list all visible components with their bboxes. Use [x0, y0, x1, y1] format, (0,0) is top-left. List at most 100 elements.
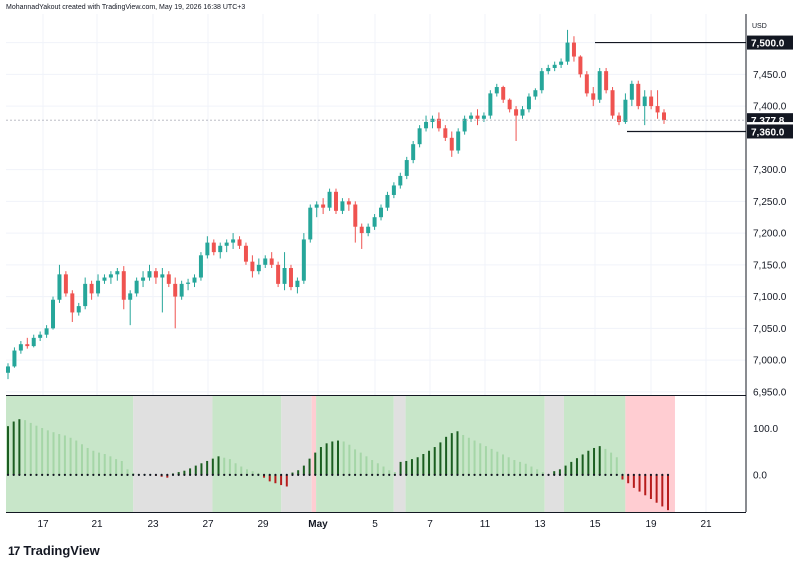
osc-zero-dot: [501, 473, 505, 476]
candle-body: [256, 264, 261, 272]
candle-body: [481, 115, 486, 119]
candle-body: [218, 245, 223, 253]
osc-zero-dot: [200, 473, 203, 476]
candle-body: [597, 71, 602, 100]
osc-zero-dot: [137, 473, 140, 476]
candle-body: [237, 239, 242, 246]
candle-body: [578, 56, 583, 75]
candle-body: [565, 42, 570, 62]
x-axis-labels: 17 21 23 27 29 May 5 7 11 13 15 19 21: [37, 519, 712, 530]
candle-body: [629, 83, 634, 100]
osc-zero-dot: [553, 473, 556, 476]
zone-gray: [133, 396, 213, 512]
price-tag-bg: [747, 124, 793, 139]
candle-body: [616, 115, 621, 122]
osc-zero-dot: [365, 473, 368, 476]
osc-zero-dot: [29, 473, 32, 476]
candle-body: [346, 201, 351, 205]
candle-body: [372, 217, 377, 227]
candle-body: [359, 226, 364, 234]
y-tick-label: 7,150.0: [753, 260, 787, 271]
candle-body: [173, 283, 178, 297]
osc-zero-dot: [166, 473, 169, 476]
candle-body: [295, 280, 300, 288]
osc-zero-dot: [35, 473, 38, 476]
candle-body: [166, 274, 171, 284]
candle-body: [205, 242, 210, 256]
chart-credit: MohannadYakout created with TradingView.…: [6, 4, 246, 11]
candle-body: [604, 71, 609, 91]
osc-zero-dot: [245, 473, 249, 476]
osc-zero-dot: [336, 473, 340, 476]
candle-body: [462, 118, 467, 132]
candle-body: [83, 283, 88, 307]
candle-body: [121, 271, 126, 300]
zone-gray: [393, 396, 406, 512]
osc-zero-dot: [570, 473, 573, 476]
osc-zero-dot: [587, 473, 590, 476]
candle-body: [636, 83, 641, 107]
candle-body: [18, 344, 23, 351]
candle-body: [533, 90, 538, 97]
osc-zero-dot: [604, 473, 607, 476]
osc-zero-dot: [416, 473, 419, 476]
x-tick-label: 11: [480, 519, 491, 530]
candle-body: [89, 283, 94, 294]
osc-zero-dot: [445, 473, 448, 476]
candle-body: [282, 268, 287, 284]
osc-zero-dot: [382, 473, 385, 476]
osc-zero-dot: [251, 473, 254, 476]
oscillator-axis-labels: 100.0 0.0: [753, 424, 778, 481]
x-tick-label: 5: [372, 519, 378, 530]
osc-zero-dot: [518, 473, 522, 476]
candle-body: [128, 293, 133, 300]
osc-zero-dot: [46, 473, 49, 476]
osc-zero-dot: [558, 473, 561, 476]
osc-zero-dot: [433, 473, 436, 476]
osc-zero-dot: [388, 473, 391, 476]
candle-body: [494, 87, 499, 94]
candle-body: [353, 204, 358, 227]
candle-body: [379, 207, 384, 218]
osc-zero-dot: [75, 473, 78, 476]
osc-zero-dot: [393, 473, 396, 476]
candle-body: [662, 112, 666, 121]
osc-zero-dot: [621, 473, 624, 476]
osc-zero-dot: [427, 473, 431, 476]
osc-zero-dot: [314, 473, 317, 476]
horizontal-levels[interactable]: [6, 41, 746, 133]
osc-zero-dot: [655, 473, 658, 476]
candle-body: [314, 204, 319, 208]
osc-zero-dot: [285, 473, 288, 476]
osc-zero-dot: [359, 473, 362, 476]
osc-zero-dot: [177, 473, 180, 476]
price-tag-label: 7,377.8: [751, 116, 785, 127]
osc-zero-dot: [69, 473, 72, 476]
x-tick-label: 17: [37, 519, 49, 530]
candle-body: [327, 191, 332, 208]
tradingview-logo-icon: 17: [8, 543, 20, 558]
osc-zero-dot: [154, 473, 158, 476]
candle-body: [520, 109, 525, 116]
x-tick-label: May: [308, 519, 328, 530]
candle-body: [475, 115, 480, 119]
candle-body: [443, 128, 448, 138]
candle-body: [12, 350, 17, 367]
candle-body: [649, 96, 654, 107]
candle-body: [192, 277, 197, 283]
x-tick-label: 13: [534, 519, 546, 530]
candle-body: [76, 306, 81, 313]
candle-body: [160, 274, 165, 278]
osc-zero-dot: [319, 473, 323, 476]
osc-zero-dot: [524, 473, 527, 476]
x-tick-label: 27: [202, 519, 214, 530]
tradingview-brand[interactable]: 17 TradingView: [8, 543, 100, 558]
candle-body: [391, 185, 396, 195]
brand-label: TradingView: [23, 543, 100, 558]
osc-zero-dot: [405, 473, 408, 476]
candle-body: [250, 261, 255, 272]
osc-zero-dot: [280, 473, 283, 476]
candle-body: [263, 258, 268, 265]
candle-body: [63, 274, 68, 294]
